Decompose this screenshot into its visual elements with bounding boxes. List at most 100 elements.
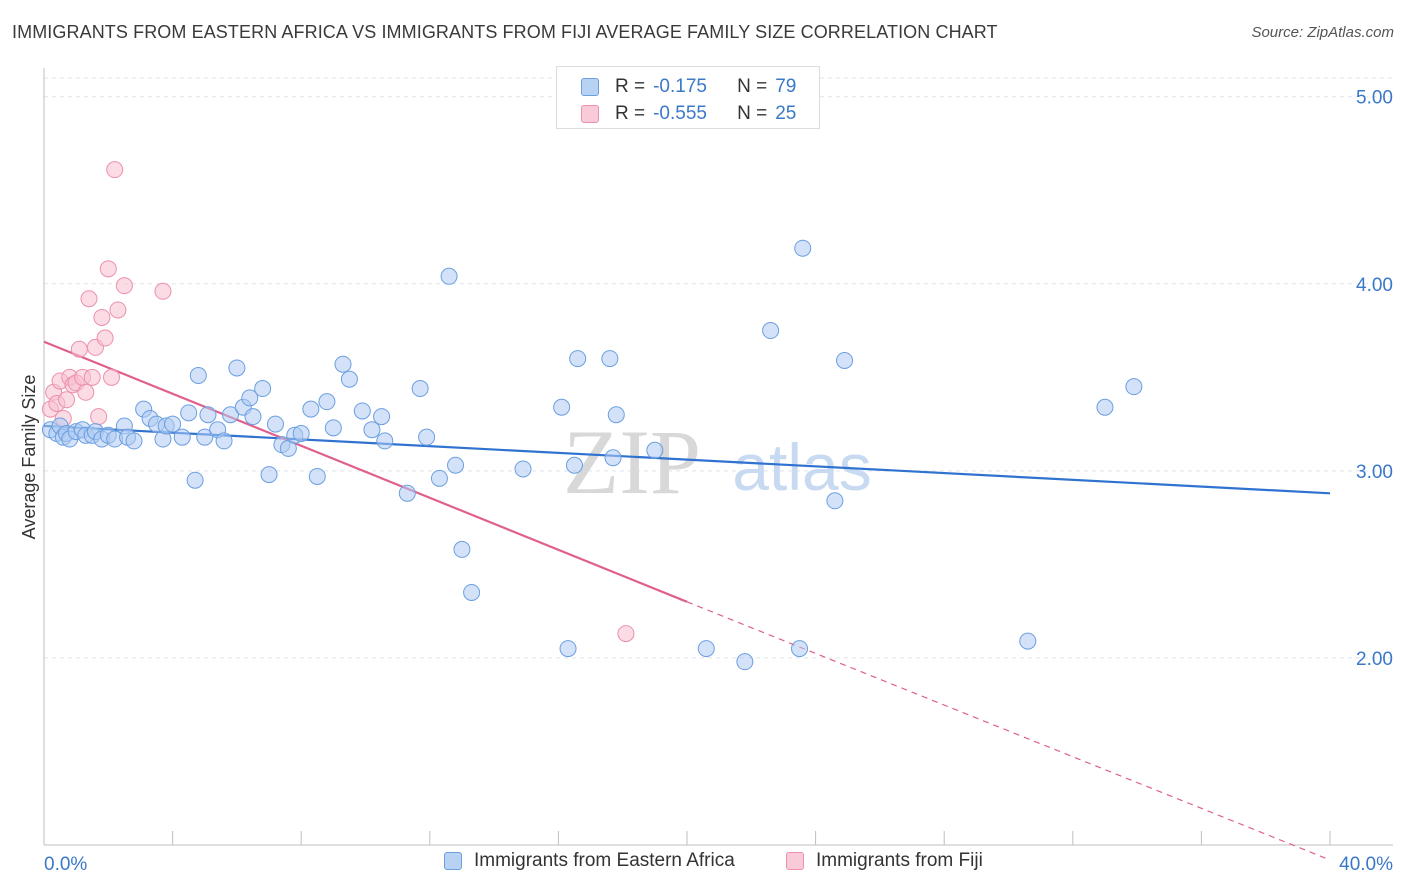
stats-n-label: N = <box>737 103 768 124</box>
data-point-eastern-africa <box>607 406 625 424</box>
data-point-eastern-africa <box>447 456 465 474</box>
data-point-eastern-africa <box>180 404 198 422</box>
legend-item-eastern-africa[interactable]: Immigrants from Eastern Africa <box>444 850 735 872</box>
legend-label: Immigrants from Eastern Africa <box>474 850 735 871</box>
watermark-zip: ZIP <box>563 411 701 513</box>
data-point-fiji <box>154 282 172 300</box>
stats-row-fiji: R = -0.555 N = 25 <box>581 101 796 127</box>
data-point-eastern-africa <box>260 466 278 484</box>
data-point-eastern-africa <box>324 419 342 437</box>
data-point-eastern-africa <box>1125 378 1143 396</box>
data-point-eastern-africa <box>254 380 272 398</box>
data-point-eastern-africa <box>376 432 394 450</box>
data-point-fiji <box>77 383 95 401</box>
trend-line-fiji <box>43 340 688 603</box>
data-point-eastern-africa <box>292 424 310 442</box>
x-tick-label-max: 40.0% <box>1339 854 1393 875</box>
legend-item-fiji[interactable]: Immigrants from Fiji <box>786 850 983 872</box>
data-point-eastern-africa <box>363 421 381 439</box>
data-point-eastern-africa <box>559 640 577 658</box>
stats-swatch-blue <box>581 78 599 96</box>
data-point-eastern-africa <box>565 456 583 474</box>
data-point-fiji <box>109 301 127 319</box>
gridlines <box>44 77 1393 659</box>
points-eastern-africa <box>41 239 1143 671</box>
data-point-eastern-africa <box>569 350 587 368</box>
data-point-eastern-africa <box>601 350 619 368</box>
data-point-eastern-africa <box>411 380 429 398</box>
data-point-fiji <box>90 408 108 426</box>
data-point-eastern-africa <box>244 408 262 426</box>
data-point-eastern-africa <box>318 393 336 411</box>
data-point-eastern-africa <box>221 406 239 424</box>
stats-r-label: R = <box>615 76 646 97</box>
data-point-eastern-africa <box>762 322 780 340</box>
data-point-eastern-africa <box>334 355 352 373</box>
axes <box>43 68 1393 846</box>
stats-r-value: -0.175 <box>653 76 707 97</box>
data-point-eastern-africa <box>241 389 259 407</box>
trend-line-fiji-extension <box>686 601 1331 861</box>
legend-swatch-pink <box>786 852 804 870</box>
data-point-eastern-africa <box>215 432 233 450</box>
data-point-fiji <box>617 625 635 643</box>
data-point-fiji <box>80 290 98 308</box>
stats-n-label: N = <box>737 76 768 97</box>
data-point-eastern-africa <box>125 432 143 450</box>
x-tick-label-min: 0.0% <box>44 854 87 875</box>
data-point-fiji <box>70 340 88 358</box>
data-point-eastern-africa <box>302 400 320 418</box>
stats-n-value: 25 <box>775 103 797 124</box>
data-point-fiji <box>103 368 121 386</box>
stats-swatch-pink <box>581 105 599 123</box>
data-point-eastern-africa <box>826 492 844 510</box>
data-point-eastern-africa <box>186 471 204 489</box>
data-point-eastern-africa <box>791 640 809 658</box>
trend-line-eastern-africa <box>43 424 1331 495</box>
data-point-eastern-africa <box>697 640 715 658</box>
data-point-eastern-africa <box>1019 632 1037 650</box>
data-point-fiji <box>83 368 101 386</box>
y-tick-label: 3.00 <box>1356 462 1393 483</box>
source-label: Source: ZipAtlas.com <box>1251 24 1394 41</box>
data-point-eastern-africa <box>453 540 471 558</box>
data-point-eastern-africa <box>373 408 391 426</box>
stats-r-label: R = <box>615 103 646 124</box>
data-point-eastern-africa <box>228 359 246 377</box>
legend-swatch-blue <box>444 852 462 870</box>
y-tick-labels: 2.00 3.00 4.00 5.00 <box>1356 88 1393 670</box>
data-point-eastern-africa <box>1096 398 1114 416</box>
data-point-eastern-africa <box>189 366 207 384</box>
data-point-eastern-africa <box>514 460 532 478</box>
data-point-eastern-africa <box>604 449 622 467</box>
data-point-eastern-africa <box>440 267 458 285</box>
data-point-eastern-africa <box>463 583 481 601</box>
legend-label: Immigrants from Fiji <box>816 850 983 871</box>
points-fiji <box>41 161 635 643</box>
data-point-eastern-africa <box>353 402 371 420</box>
stats-r-value: -0.555 <box>653 103 707 124</box>
data-point-eastern-africa <box>836 351 854 369</box>
data-point-eastern-africa <box>553 398 571 416</box>
data-point-eastern-africa <box>794 239 812 257</box>
data-point-eastern-africa <box>418 428 436 446</box>
data-point-fiji <box>96 329 114 347</box>
data-point-eastern-africa <box>646 441 664 459</box>
data-point-eastern-africa <box>736 653 754 671</box>
chart-title: IMMIGRANTS FROM EASTERN AFRICA VS IMMIGR… <box>12 22 998 42</box>
data-point-fiji <box>93 308 111 326</box>
data-point-fiji <box>99 260 117 278</box>
data-point-fiji <box>106 161 124 179</box>
data-point-eastern-africa <box>199 406 217 424</box>
data-point-eastern-africa <box>308 467 326 485</box>
watermark-atlas: atlas <box>732 430 871 504</box>
y-axis-label: Average Family Size <box>19 375 39 540</box>
data-point-eastern-africa <box>196 428 214 446</box>
data-point-eastern-africa <box>430 469 448 487</box>
data-point-eastern-africa <box>398 484 416 502</box>
y-tick-label: 5.00 <box>1356 88 1393 109</box>
data-point-eastern-africa <box>164 415 182 433</box>
y-tick-label: 4.00 <box>1356 275 1393 296</box>
data-point-eastern-africa <box>266 415 284 433</box>
